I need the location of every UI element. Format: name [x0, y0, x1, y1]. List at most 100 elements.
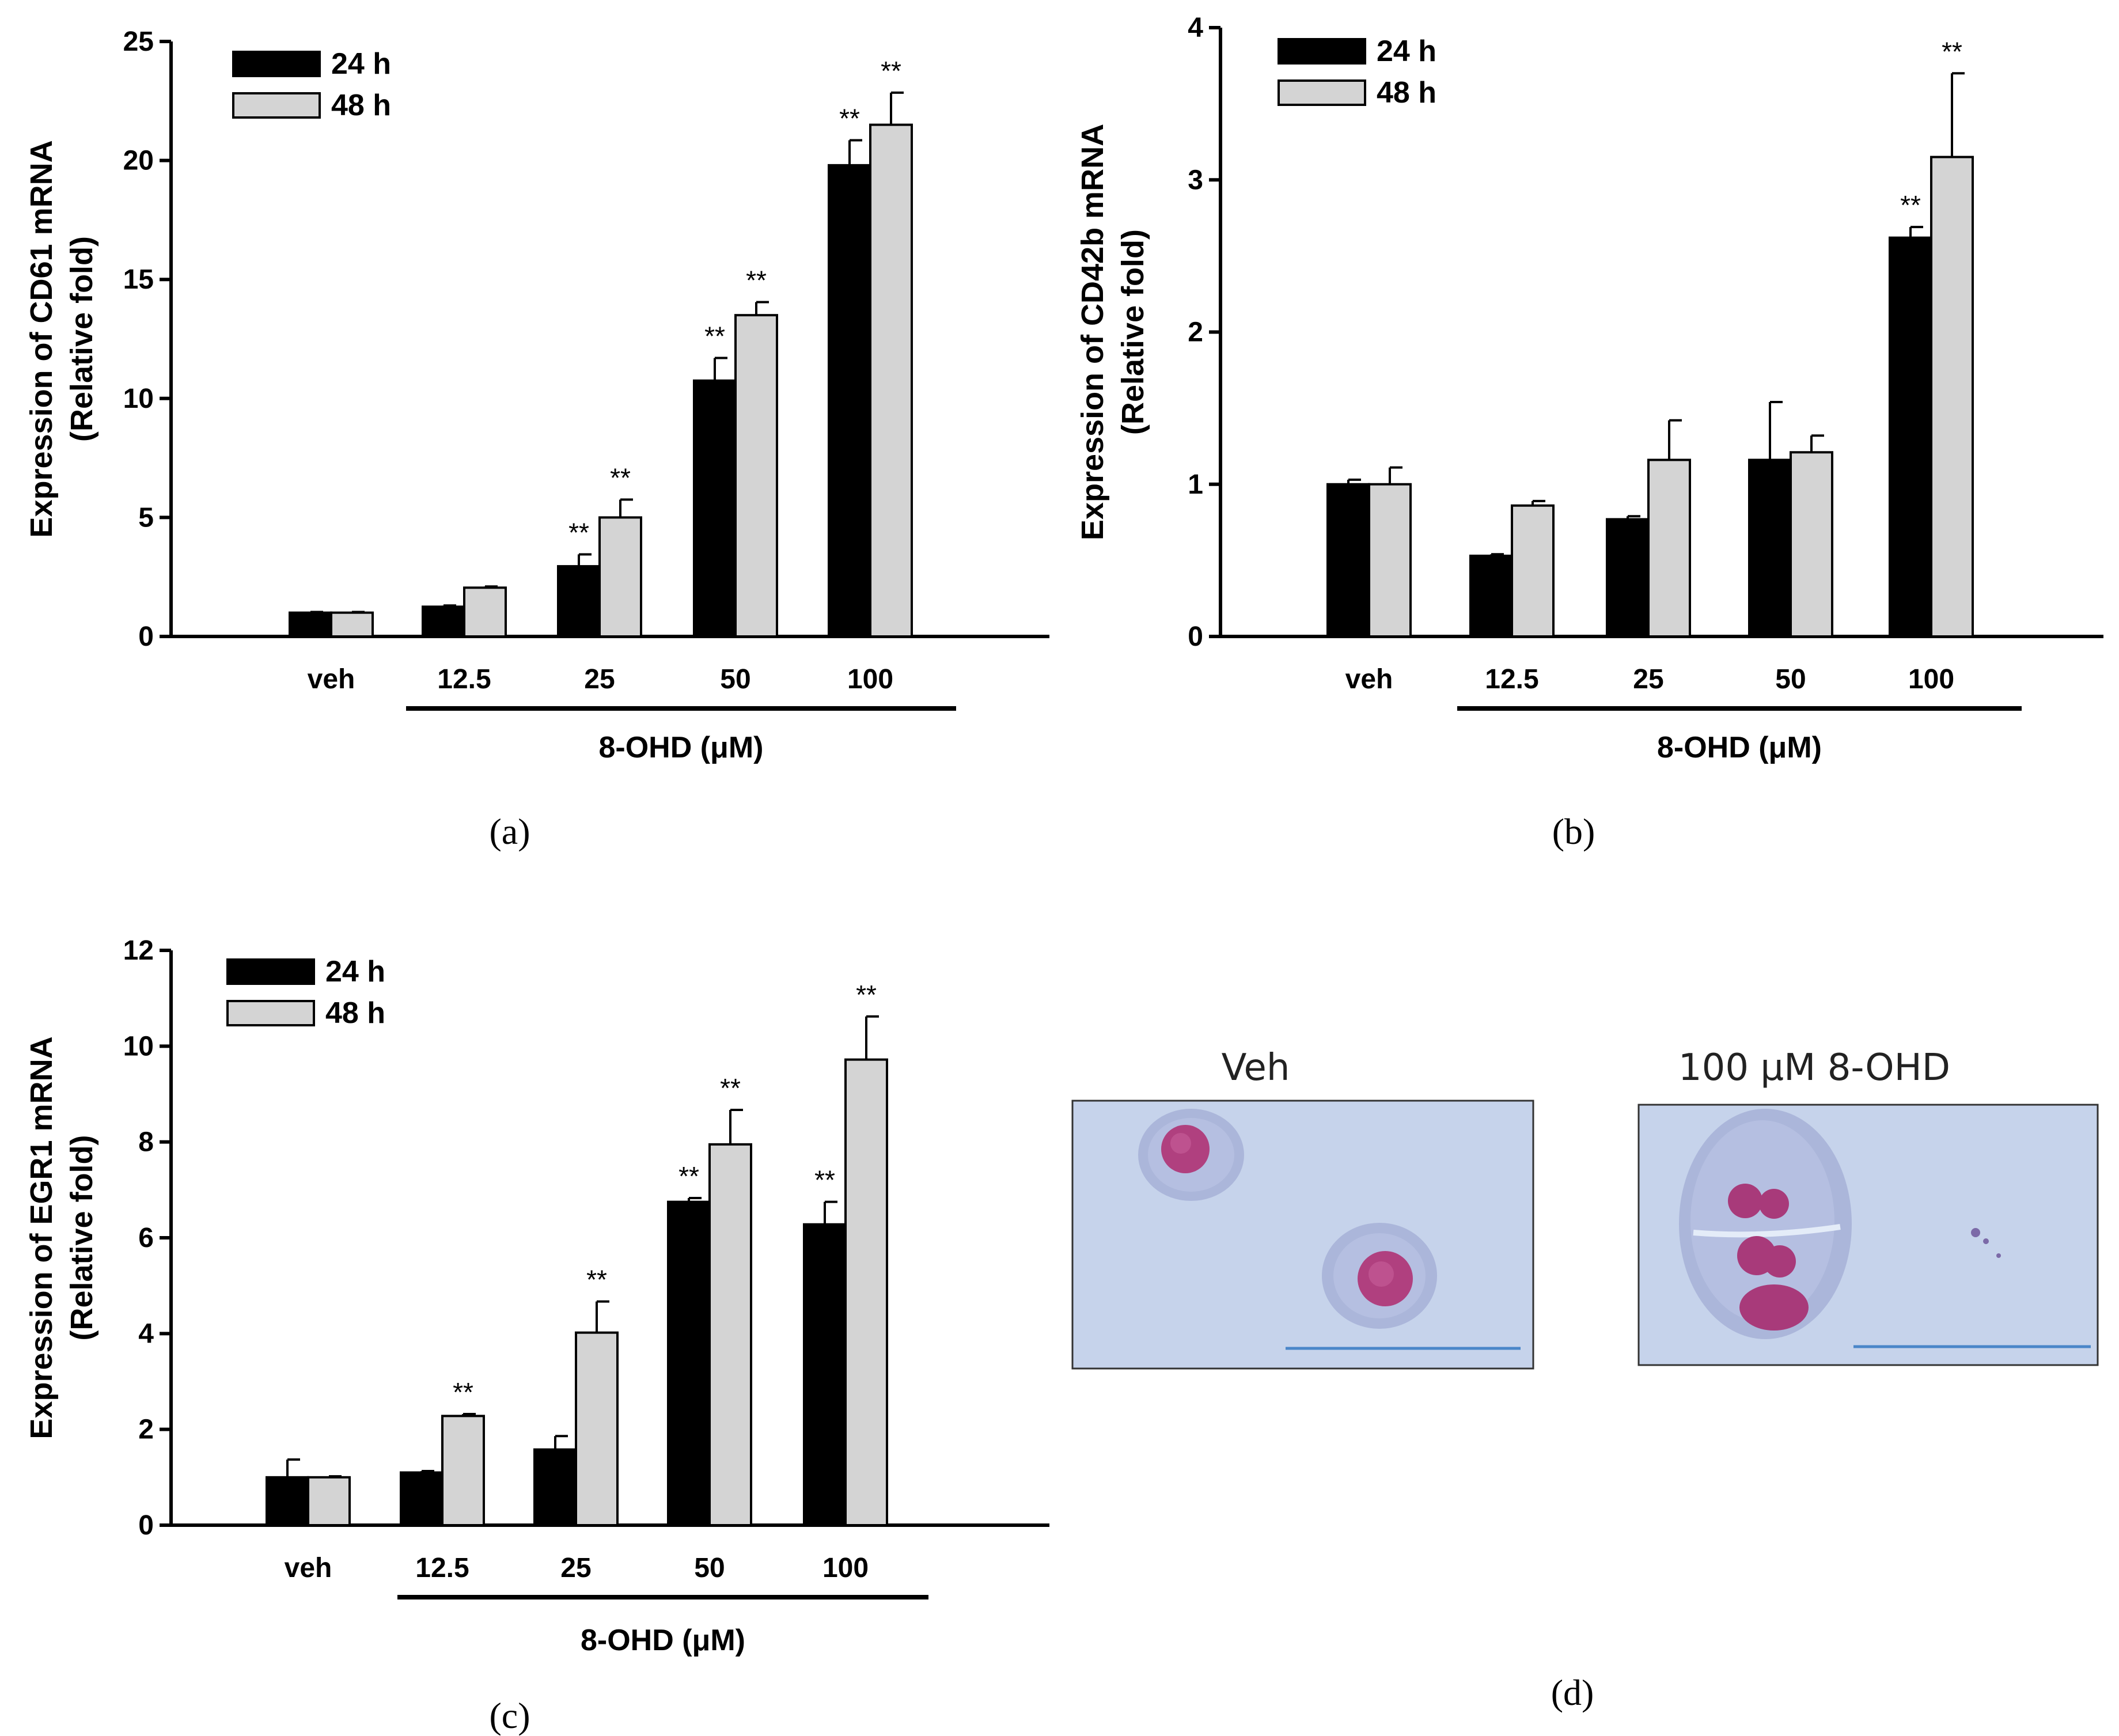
y-tick-label: 8 — [138, 1127, 154, 1158]
legend-label: 48 h — [331, 89, 391, 122]
y-tick-label: 25 — [123, 26, 154, 57]
bar-48h — [575, 1331, 619, 1526]
y-axis-label: Expression of EGR1 mRNA — [24, 1036, 59, 1439]
bar-48h — [1511, 504, 1555, 638]
nucleus — [1728, 1184, 1762, 1218]
x-tick-label: 50 — [1775, 664, 1806, 695]
bar-24h — [557, 565, 601, 638]
legend-label: 24 h — [331, 47, 391, 81]
bar-48h — [598, 516, 642, 638]
y-tick-label: 15 — [123, 264, 154, 295]
panel-label: (c) — [489, 1695, 530, 1736]
x-tick-label: 50 — [720, 664, 750, 695]
x-tick-label: veh — [285, 1553, 332, 1583]
legend-swatch-24h — [226, 958, 315, 985]
significance-label: ** — [881, 56, 901, 86]
legend-swatch-48h — [226, 1000, 315, 1026]
x-tick-label: 25 — [560, 1553, 591, 1583]
y-tick-label: 5 — [138, 502, 154, 533]
x-tick-label: 50 — [694, 1553, 725, 1583]
x-tick-label: 12.5 — [1485, 664, 1538, 695]
y-tick-label: 0 — [138, 621, 154, 652]
bar-24h — [1889, 236, 1932, 638]
chart-panel-b: 0 1 2 3 4 Expression of CD42b mRNA (Relative f… — [1075, 13, 2103, 852]
significance-label: ** — [453, 1377, 473, 1407]
x-tick-label: 25 — [1633, 664, 1663, 695]
legend-swatch-24h — [1278, 38, 1366, 65]
significance-label: ** — [856, 980, 877, 1010]
legend-label: 24 h — [1377, 35, 1436, 68]
significance-label: ** — [814, 1165, 835, 1195]
bar-24h — [693, 379, 737, 638]
legend-swatch-48h — [1278, 79, 1366, 106]
x-tick-label: 12.5 — [415, 1553, 469, 1583]
bar-48h — [734, 314, 778, 638]
bar-24h — [1748, 458, 1792, 638]
y-axis-label: Expression of CD42b mRNA — [1075, 124, 1110, 540]
x-tick-label: veh — [1345, 664, 1393, 695]
bar-48h — [463, 586, 507, 638]
legend-label: 48 h — [1377, 76, 1436, 109]
micrograph-veh — [1071, 1100, 1534, 1370]
bar-48h — [1368, 483, 1412, 638]
chart-panel-c: 0 2 4 6 8 10 12 Expression of EGR1 mRNA (Relativ… — [24, 935, 1049, 1736]
bar-24h — [266, 1476, 309, 1526]
y-tick-label: 10 — [123, 384, 154, 414]
y-axis-label-unit: (Relative fold) — [65, 1135, 99, 1340]
significance-label: ** — [568, 517, 589, 547]
x-tick-label: veh — [308, 664, 355, 695]
bar-24h — [400, 1471, 443, 1526]
bar-24h — [289, 611, 332, 638]
significance-label: ** — [839, 103, 860, 133]
bar-48h — [441, 1415, 485, 1526]
significance-label: ** — [678, 1161, 699, 1191]
bar-24h — [667, 1200, 711, 1526]
significance-label: ** — [720, 1073, 741, 1103]
x-tick-label: 100 — [1908, 664, 1954, 695]
y-tick-label: 1 — [1188, 469, 1203, 500]
y-axis-label-unit: (Relative fold) — [65, 236, 99, 442]
y-tick-label: 6 — [138, 1223, 154, 1253]
y-tick-label: 12 — [123, 935, 154, 966]
bar-48h — [844, 1058, 888, 1526]
y-tick-label: 2 — [1188, 317, 1203, 348]
y-tick-label: 20 — [123, 146, 154, 176]
bar-48h — [708, 1143, 752, 1526]
y-axis-label-unit: (Relative fold) — [1116, 229, 1150, 435]
bar-48h — [1647, 458, 1691, 638]
y-tick-label: 0 — [1188, 621, 1203, 652]
y-tick-label: 4 — [138, 1318, 154, 1349]
x-tick-label: 12.5 — [437, 664, 491, 695]
legend-swatch-48h — [232, 92, 321, 119]
y-tick-label: 4 — [1188, 13, 1203, 43]
x-tick-label: 100 — [847, 664, 893, 695]
legend-label: 48 h — [325, 996, 385, 1030]
nucleus — [1739, 1284, 1809, 1331]
y-tick-label: 3 — [1188, 165, 1203, 195]
y-tick-label: 0 — [138, 1510, 154, 1541]
legend-swatch-24h — [232, 51, 321, 77]
micrograph-title-veh: Veh — [1222, 1047, 1290, 1089]
legend-label: 24 h — [325, 955, 385, 988]
x-axis-label: 8-OHD (μM) — [1657, 731, 1822, 764]
significance-label: ** — [1942, 36, 1962, 66]
significance-label: ** — [746, 265, 767, 295]
bar-24h — [1606, 518, 1650, 638]
bar-48h — [1930, 156, 1974, 638]
significance-label: ** — [586, 1265, 607, 1295]
bar-24h — [1326, 483, 1370, 638]
x-tick-label: 100 — [822, 1553, 869, 1583]
x-axis-label: 8-OHD (μM) — [599, 731, 764, 764]
y-tick-label: 10 — [123, 1031, 154, 1062]
y-axis-label: Expression of CD61 mRNA — [24, 140, 59, 537]
bar-48h — [1790, 451, 1833, 638]
panel-label-d: (d) — [1551, 1672, 1594, 1713]
significance-label: ** — [610, 463, 631, 492]
bar-24h — [828, 164, 871, 638]
bar-48h — [869, 123, 913, 638]
bar-24h — [803, 1223, 847, 1527]
micrograph-panel-d: Veh 100 μM 8-OHD — [1071, 1047, 2099, 1713]
x-tick-label: 25 — [584, 664, 615, 695]
bar-24h — [533, 1448, 577, 1527]
